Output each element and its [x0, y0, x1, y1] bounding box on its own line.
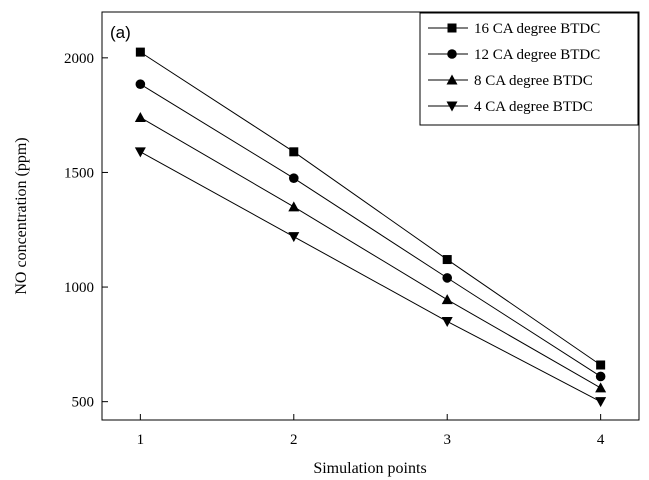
data-point — [595, 397, 607, 408]
legend-marker — [446, 101, 458, 112]
data-point — [441, 294, 453, 305]
data-point — [596, 360, 606, 370]
y-tick-label: 500 — [72, 395, 95, 411]
y-axis-label: NO concentration (ppm) — [13, 137, 30, 294]
data-point — [289, 147, 299, 157]
data-point — [595, 382, 607, 393]
y-tick-label: 2000 — [64, 51, 94, 67]
x-tick-label: 2 — [290, 432, 298, 448]
legend-marker — [447, 23, 457, 33]
data-point — [442, 255, 452, 265]
y-tick-label: 1000 — [64, 280, 94, 296]
x-axis-label: Simulation points — [313, 460, 426, 477]
data-point — [442, 273, 453, 283]
legend-label: 16 CA degree BTDC — [474, 21, 600, 37]
series-line — [140, 51, 601, 366]
legend-label: 8 CA degree BTDC — [474, 73, 593, 89]
data-point — [135, 47, 145, 57]
series-layer — [134, 47, 607, 408]
x-tick-label: 1 — [137, 432, 145, 448]
data-point — [134, 111, 146, 122]
legend-label: 4 CA degree BTDC — [474, 99, 593, 115]
data-point — [288, 232, 300, 243]
plot-frame — [101, 11, 640, 421]
legend-marker — [446, 74, 458, 85]
data-point — [134, 147, 146, 158]
legend-marker — [447, 49, 457, 59]
series-line — [140, 83, 601, 377]
data-point — [288, 173, 299, 183]
series-line — [140, 151, 601, 403]
panel-label: (a) — [110, 23, 131, 42]
data-point — [135, 79, 146, 90]
series-line — [140, 117, 601, 389]
data-point — [441, 316, 453, 327]
axis-ticks: 1 2 3 4 500 1000 1500 2000 — [64, 51, 605, 448]
legend-label: 12 CA degree BTDC — [474, 47, 600, 63]
x-tick-label: 4 — [597, 432, 605, 448]
data-point — [595, 371, 606, 382]
legend: 16 CA degree BTDC 12 CA degree BTDC 8 CA d… — [419, 12, 639, 126]
y-tick-label: 1500 — [64, 165, 94, 181]
data-point — [288, 201, 300, 212]
x-tick-label: 3 — [443, 432, 451, 448]
